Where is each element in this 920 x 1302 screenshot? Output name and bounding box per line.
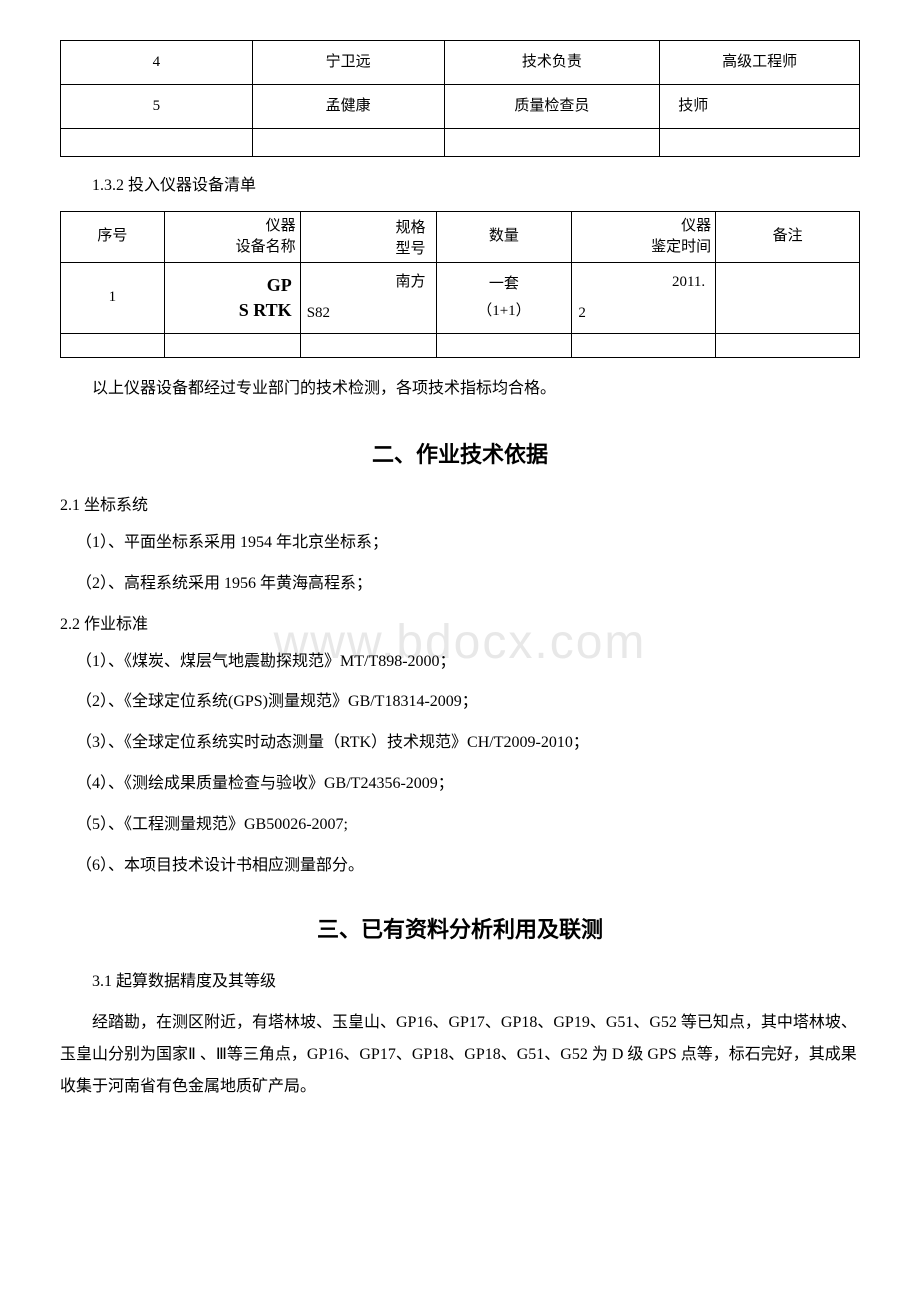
cell-num: 1 [61, 262, 165, 333]
cell-num: 5 [61, 85, 253, 129]
equipment-table: 序号 仪器设备名称 规格型号 数量 仪器鉴定时间 备注 1 GPS RTK 南方… [60, 211, 860, 358]
list-item: （6）、本项目技术设计书相应测量部分。 [76, 852, 860, 881]
list-item: （2）、高程系统采用 1956 年黄海高程系； [76, 570, 860, 599]
table-header-row: 序号 仪器设备名称 规格型号 数量 仪器鉴定时间 备注 [61, 211, 860, 262]
cell [300, 333, 436, 357]
cell-device: GPS RTK [164, 262, 300, 333]
cell-model: 南方 S82 [300, 262, 436, 333]
text: 南方 [396, 269, 426, 296]
text: 规格型号 [396, 218, 426, 260]
section-3-body: 经踏勘，在测区附近，有塔林坡、玉皇山、GP16、GP17、GP18、GP19、G… [60, 1007, 860, 1103]
cell [436, 333, 572, 357]
header-num: 序号 [61, 211, 165, 262]
cell [61, 333, 165, 357]
list-item: （2）、《全球定位系统(GPS)测量规范》GB/T18314-2009； [76, 688, 860, 717]
cell [444, 129, 660, 157]
equipment-note: 以上仪器设备都经过专业部门的技术检测，各项技术指标均合格。 [60, 373, 860, 405]
list-item: （4）、《测绘成果质量检查与验收》GB/T24356-2009； [76, 770, 860, 799]
cell [61, 129, 253, 157]
table-row-empty [61, 129, 860, 157]
table-row-empty [61, 333, 860, 357]
subsection-1-3-2: 1.3.2 投入仪器设备清单 [92, 172, 860, 201]
section-2-title: 二、作业技术依据 [60, 435, 860, 475]
table-row: 4 宁卫远 技术负责 高级工程师 [61, 41, 860, 85]
text: 2011. [672, 269, 705, 296]
subsection-3-1: 3.1 起算数据精度及其等级 [92, 968, 860, 997]
cell [660, 129, 860, 157]
text: 2 [578, 300, 586, 327]
section-3-title: 三、已有资料分析利用及联测 [60, 910, 860, 950]
list-item: （1）、《煤炭、煤层气地震勘探规范》MT/T898-2000； [76, 648, 860, 677]
cell-role: 质量检查员 [444, 85, 660, 129]
list-item: （5）、《工程测量规范》GB50026-2007; [76, 811, 860, 840]
header-remark: 备注 [716, 211, 860, 262]
header-qty: 数量 [436, 211, 572, 262]
personnel-table: 4 宁卫远 技术负责 高级工程师 5 孟健康 质量检查员 技师 [60, 40, 860, 157]
header-device: 仪器设备名称 [164, 211, 300, 262]
cell [252, 129, 444, 157]
header-model: 规格型号 [300, 211, 436, 262]
cell-title: 技师 [660, 85, 860, 129]
table-row: 1 GPS RTK 南方 S82 一套（1+1） 2011. 2 [61, 262, 860, 333]
cell [716, 333, 860, 357]
list-item: （3）、《全球定位系统实时动态测量（RTK）技术规范》CH/T2009-2010… [76, 729, 860, 758]
cell [572, 333, 716, 357]
cell-role: 技术负责 [444, 41, 660, 85]
cell-title: 高级工程师 [660, 41, 860, 85]
text: S82 [307, 300, 330, 327]
table-row: 5 孟健康 质量检查员 技师 [61, 85, 860, 129]
cell-name: 孟健康 [252, 85, 444, 129]
cell-num: 4 [61, 41, 253, 85]
document-content: 4 宁卫远 技术负责 高级工程师 5 孟健康 质量检查员 技师 1.3.2 投入… [60, 40, 860, 1103]
subsection-2-1: 2.1 坐标系统 [60, 492, 860, 521]
header-date: 仪器鉴定时间 [572, 211, 716, 262]
cell [164, 333, 300, 357]
subsection-2-2: 2.2 作业标准 [60, 611, 860, 640]
cell-date: 2011. 2 [572, 262, 716, 333]
cell-name: 宁卫远 [252, 41, 444, 85]
cell-qty: 一套（1+1） [436, 262, 572, 333]
list-item: （1）、平面坐标系采用 1954 年北京坐标系； [76, 529, 860, 558]
cell-remark [716, 262, 860, 333]
